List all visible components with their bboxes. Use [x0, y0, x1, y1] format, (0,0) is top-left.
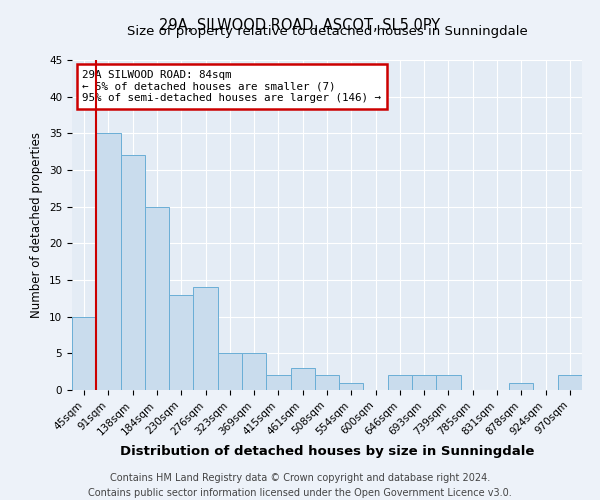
Bar — [412, 376, 436, 390]
X-axis label: Distribution of detached houses by size in Sunningdale: Distribution of detached houses by size … — [120, 445, 534, 458]
Bar — [72, 316, 96, 390]
Bar — [266, 376, 290, 390]
Text: 29A, SILWOOD ROAD, ASCOT, SL5 0PY: 29A, SILWOOD ROAD, ASCOT, SL5 0PY — [160, 18, 440, 32]
Bar — [121, 156, 145, 390]
Bar — [315, 376, 339, 390]
Bar — [145, 206, 169, 390]
Bar — [436, 376, 461, 390]
Text: Contains HM Land Registry data © Crown copyright and database right 2024.
Contai: Contains HM Land Registry data © Crown c… — [88, 472, 512, 498]
Bar — [558, 376, 582, 390]
Bar — [169, 294, 193, 390]
Bar — [218, 354, 242, 390]
Text: 29A SILWOOD ROAD: 84sqm
← 5% of detached houses are smaller (7)
95% of semi-deta: 29A SILWOOD ROAD: 84sqm ← 5% of detached… — [82, 70, 381, 103]
Bar — [290, 368, 315, 390]
Bar — [388, 376, 412, 390]
Bar — [339, 382, 364, 390]
Bar — [242, 354, 266, 390]
Bar — [96, 134, 121, 390]
Y-axis label: Number of detached properties: Number of detached properties — [31, 132, 43, 318]
Bar — [193, 288, 218, 390]
Title: Size of property relative to detached houses in Sunningdale: Size of property relative to detached ho… — [127, 25, 527, 38]
Bar — [509, 382, 533, 390]
